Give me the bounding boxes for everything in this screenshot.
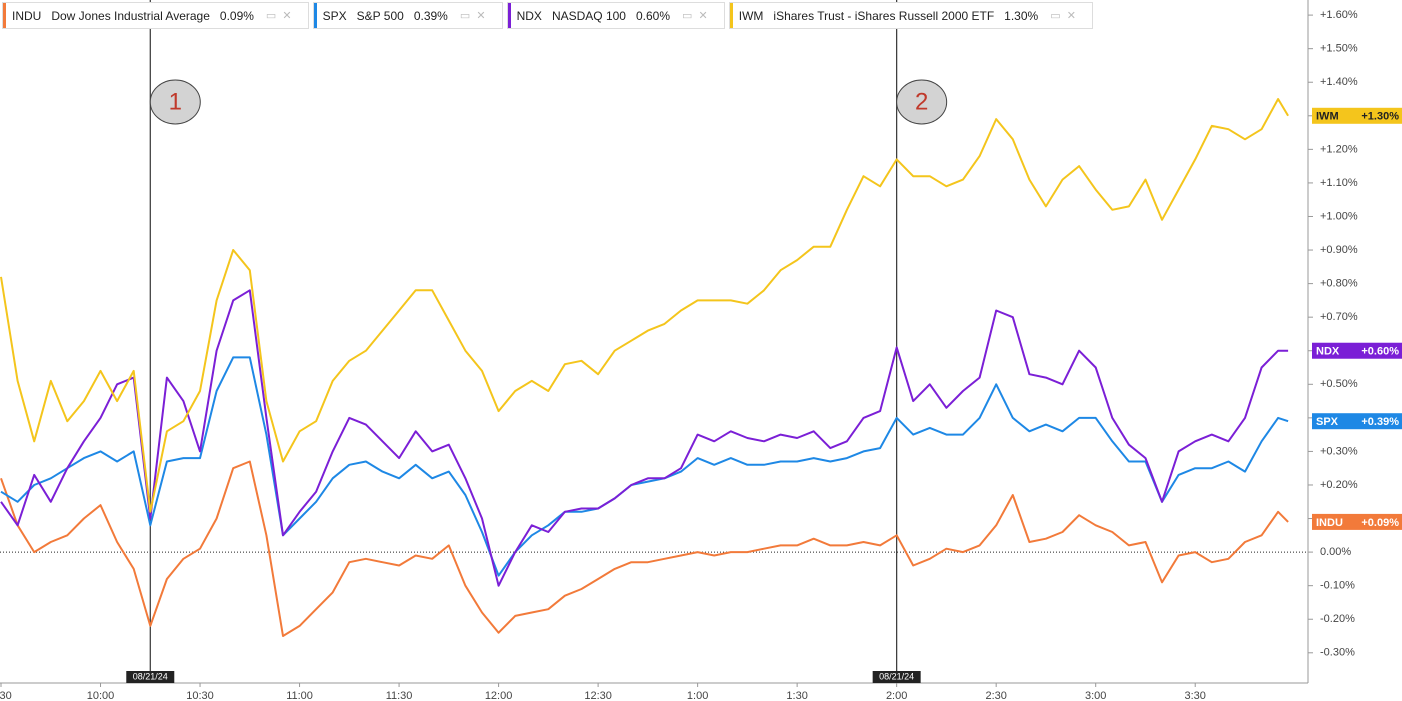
- y-tick-label: -0.10%: [1320, 580, 1355, 592]
- legend-symbol: NDX: [516, 8, 542, 23]
- legend-icons[interactable]: ▭ ✕: [1050, 10, 1076, 22]
- legend-item: SPX S&P 500 0.39% ▭ ✕: [312, 2, 503, 29]
- y-tick-label: +0.30%: [1320, 445, 1358, 457]
- series-line: [0, 356, 1289, 577]
- series-line: [0, 98, 1289, 513]
- end-label-value: +0.60%: [1361, 346, 1399, 358]
- y-tick-label: 0.00%: [1320, 546, 1351, 558]
- end-label-symbol: IWM: [1316, 111, 1339, 123]
- series-line: [0, 460, 1289, 637]
- x-tick-label: 1:00: [687, 690, 708, 701]
- x-tick-label: 1:30: [786, 690, 807, 701]
- legend-icons[interactable]: ▭ ✕: [459, 10, 486, 22]
- x-tick-label: 10:30: [186, 690, 214, 701]
- end-label-box: [1312, 513, 1402, 530]
- end-label-value: +0.39%: [1361, 416, 1399, 428]
- x-tick-label: 3:30: [1185, 690, 1206, 701]
- legend-name: iShares Trust - iShares Russell 2000 ETF: [773, 8, 995, 23]
- legend-change: 1.30%: [1004, 8, 1039, 23]
- end-label-box: [1312, 413, 1402, 430]
- y-tick-label: +1.10%: [1320, 177, 1358, 189]
- y-tick-label: -0.30%: [1320, 647, 1355, 659]
- y-tick-label: +1.00%: [1320, 210, 1358, 222]
- legend-swatch: [3, 3, 6, 28]
- end-label-symbol: NDX: [1316, 346, 1340, 358]
- y-tick-label: +1.40%: [1320, 76, 1358, 88]
- legend: INDU Dow Jones Industrial Average 0.09% ▭ ✕…: [2, 2, 1093, 29]
- legend-icons[interactable]: ▭ ✕: [682, 10, 708, 22]
- y-tick-label: +1.20%: [1320, 143, 1358, 155]
- annotation-label: 1: [169, 88, 182, 115]
- y-tick-label: +1.60%: [1320, 9, 1358, 21]
- end-label-value: +1.30%: [1361, 111, 1399, 123]
- legend-name: NASDAQ 100: [551, 8, 626, 23]
- y-tick-label: -0.20%: [1320, 613, 1355, 625]
- legend-symbol: INDU: [12, 8, 42, 23]
- legend-icons[interactable]: ▭ ✕: [265, 10, 292, 22]
- date-label: 08/21/24: [133, 671, 168, 681]
- end-label-value: +0.09%: [1361, 517, 1399, 529]
- annotation-circle: [896, 79, 948, 125]
- y-tick-label: +0.70%: [1320, 311, 1358, 323]
- legend-item: IWM iShares Trust - iShares Russell 2000 …: [728, 2, 1093, 29]
- legend-change: 0.39%: [413, 8, 448, 23]
- series-line: [0, 289, 1289, 587]
- x-tick-label: 12:00: [485, 690, 513, 701]
- date-box: [872, 671, 921, 683]
- end-label-box: [1312, 342, 1402, 359]
- annotation-label: 2: [915, 88, 928, 115]
- y-tick-label: +1.50%: [1320, 43, 1358, 55]
- x-tick-label: 9:30: [0, 690, 12, 701]
- x-tick-label: 3:00: [1085, 690, 1106, 701]
- legend-name: S&P 500: [356, 8, 404, 23]
- legend-symbol: SPX: [322, 8, 347, 23]
- end-label-symbol: INDU: [1316, 517, 1343, 529]
- end-label-symbol: SPX: [1316, 416, 1339, 428]
- x-tick-label: 11:00: [286, 690, 313, 701]
- legend-name: Dow Jones Industrial Average: [51, 8, 210, 23]
- legend-item: INDU Dow Jones Industrial Average 0.09% ▭ ✕: [2, 2, 309, 29]
- x-tick-label: 2:30: [985, 690, 1006, 701]
- date-box: [126, 671, 175, 683]
- legend-swatch: [729, 3, 733, 28]
- legend-change: 0.09%: [219, 8, 254, 23]
- legend-change: 0.60%: [635, 8, 671, 23]
- legend-swatch: [313, 3, 317, 28]
- y-tick-label: +0.90%: [1320, 244, 1358, 256]
- date-label: 08/21/24: [879, 671, 914, 681]
- y-tick-label: +0.50%: [1320, 378, 1358, 390]
- legend-item: NDX NASDAQ 100 0.60% ▭ ✕: [506, 2, 725, 29]
- x-tick-label: 2:00: [886, 690, 907, 701]
- x-tick-label: 11:30: [386, 690, 413, 701]
- legend-symbol: IWM: [738, 8, 764, 23]
- end-label-box: [1312, 107, 1402, 124]
- x-tick-label: 10:00: [87, 690, 115, 701]
- y-tick-label: +0.20%: [1320, 479, 1358, 491]
- legend-swatch: [507, 3, 511, 28]
- annotation-circle: [149, 79, 201, 125]
- y-tick-label: +0.80%: [1320, 278, 1358, 290]
- x-tick-label: 12:30: [584, 690, 612, 701]
